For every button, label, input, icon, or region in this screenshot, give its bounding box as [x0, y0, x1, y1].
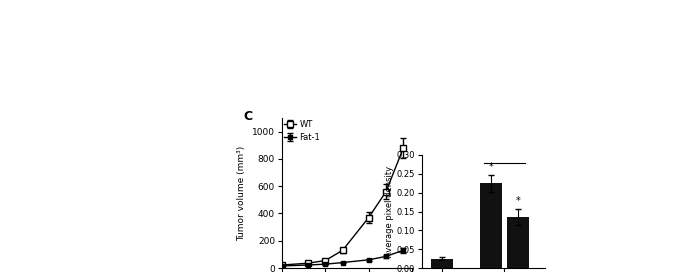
Bar [430, 259, 453, 268]
Bar [507, 217, 529, 268]
Text: *: * [489, 162, 493, 172]
Y-axis label: Average pixel density: Average pixel density [385, 166, 394, 257]
Text: *: * [516, 196, 520, 206]
Text: C: C [243, 110, 252, 123]
Legend: WT, Fat-1: WT, Fat-1 [284, 120, 321, 142]
Bar [480, 183, 502, 268]
Y-axis label: Tumor volume (mm³): Tumor volume (mm³) [237, 145, 246, 241]
